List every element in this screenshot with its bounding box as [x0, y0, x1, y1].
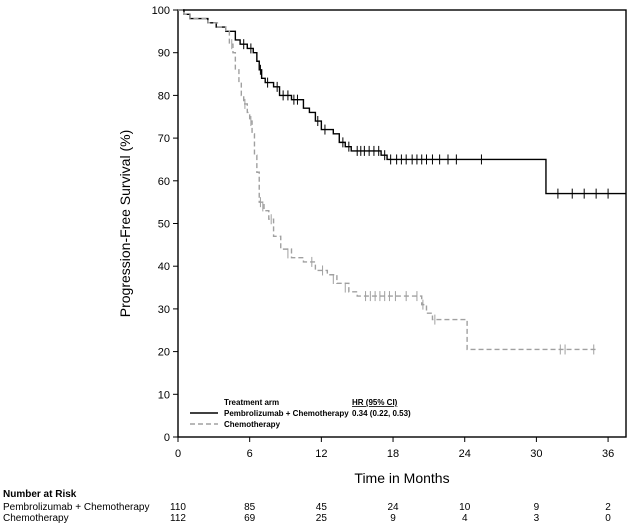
risk-value-0-3: 24 [387, 502, 399, 513]
y-tick-label-10: 10 [158, 389, 170, 401]
risk-value-0-4: 10 [459, 502, 471, 513]
x-axis-title: Time in Months [354, 470, 449, 486]
risk-value-1-2: 25 [316, 513, 328, 524]
legend-hr-0: 0.34 (0.22, 0.53) [352, 409, 411, 418]
risk-value-1-1: 69 [244, 513, 256, 524]
x-tick-label-0: 0 [175, 448, 181, 460]
risk-table-header: Number at Risk [3, 489, 77, 500]
risk-row-label-1: Chemotherapy [3, 513, 69, 524]
risk-value-0-0: 110 [170, 502, 186, 513]
legend-header: Treatment arm [224, 398, 279, 407]
x-tick-label-36: 36 [602, 448, 614, 460]
y-tick-label-0: 0 [164, 432, 170, 444]
y-tick-label-20: 20 [158, 347, 170, 359]
plot-frame [177, 9, 627, 438]
y-tick-label-60: 60 [158, 176, 170, 188]
series-layer [178, 9, 626, 355]
x-tick-label-24: 24 [459, 448, 471, 460]
y-tick-label-40: 40 [158, 261, 170, 273]
y-tick-label-100: 100 [152, 5, 170, 17]
legend-hr-header: HR (95% CI) [352, 398, 398, 407]
series-line-1 [178, 9, 597, 351]
y-tick-label-30: 30 [158, 304, 170, 316]
legend-label-0: Pembrolizumab + Chemotherapy [224, 409, 349, 418]
x-tick-label-30: 30 [530, 448, 542, 460]
risk-value-1-4: 4 [462, 513, 468, 524]
y-tick-label-50: 50 [158, 219, 170, 231]
risk-row-label-0: Pembrolizumab + Chemotherapy [3, 502, 149, 513]
y-tick-label-90: 90 [158, 48, 170, 60]
legend: Treatment arm HR (95% CI)Pembrolizumab + … [190, 398, 411, 429]
risk-value-1-0: 112 [170, 513, 186, 524]
x-tick-label-12: 12 [315, 448, 327, 460]
y-tick-label-80: 80 [158, 90, 170, 102]
risk-value-1-3: 9 [390, 513, 396, 524]
risk-value-0-1: 85 [244, 502, 256, 513]
risk-value-1-5: 3 [534, 513, 540, 524]
x-tick-label-6: 6 [247, 448, 253, 460]
risk-table: Number at Risk Pembrolizumab + Chemothera… [3, 489, 611, 524]
y-axis-title: Progression-Free Survival (%) [117, 130, 133, 318]
y-tick-label-70: 70 [158, 133, 170, 145]
risk-value-0-6: 2 [605, 502, 611, 513]
legend-label-1: Chemotherapy [224, 420, 281, 429]
risk-value-1-6: 0 [605, 513, 611, 524]
x-tick-label-18: 18 [387, 448, 399, 460]
risk-value-0-5: 9 [534, 502, 540, 513]
axes: 0 10 20 30 40 50 60 70 80 90 100 0 6 12 18 24 30 36 Time i… [117, 5, 627, 486]
risk-value-0-2: 45 [316, 502, 328, 513]
